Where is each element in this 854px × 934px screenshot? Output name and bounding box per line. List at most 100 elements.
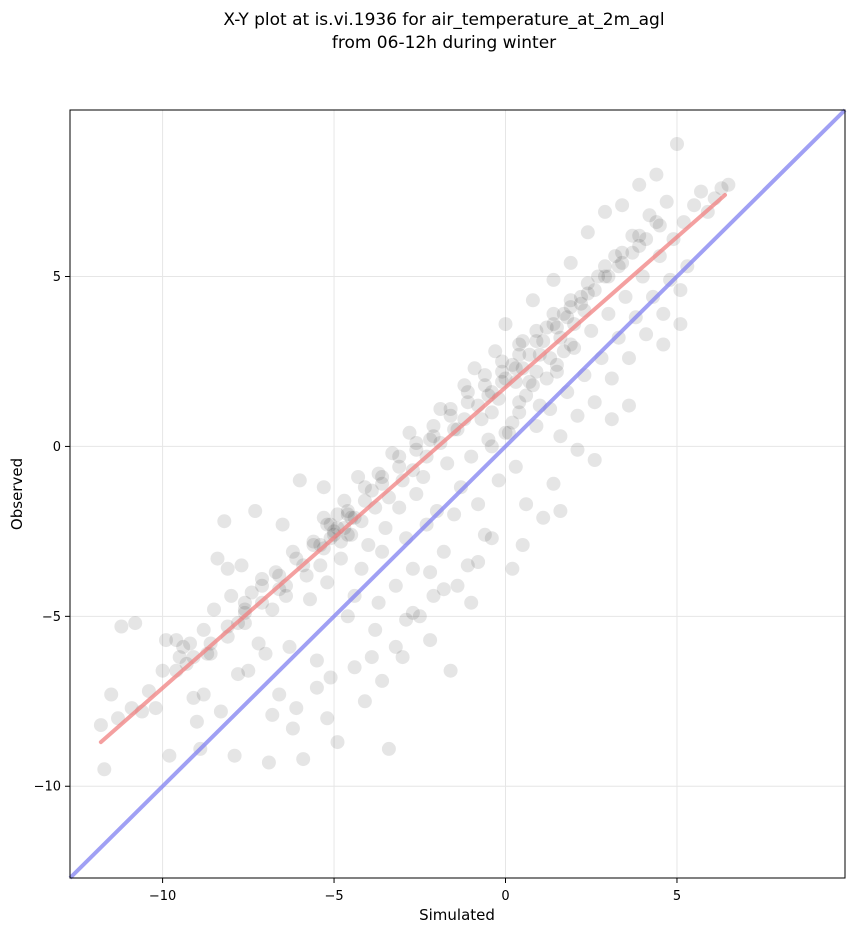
scatter-point — [601, 269, 616, 284]
scatter-point — [622, 398, 636, 413]
scatter-point — [357, 493, 372, 508]
scatter-point — [604, 371, 619, 386]
scatter-point — [498, 425, 513, 440]
scatter-point — [330, 507, 345, 522]
scatter-point — [340, 609, 355, 624]
scatter-point — [632, 238, 647, 253]
scatter-point — [409, 436, 424, 450]
scatter-point — [357, 694, 372, 709]
scatter-point — [525, 293, 540, 308]
scatter-point — [255, 572, 269, 586]
scatter-point — [285, 544, 300, 559]
scatter-point — [333, 551, 348, 566]
scatter-point — [371, 466, 386, 481]
scatter-point — [471, 497, 486, 512]
scatter-point — [261, 755, 276, 770]
scatter-point — [368, 622, 383, 637]
scatter-point — [426, 429, 441, 444]
scatter-point — [591, 269, 606, 284]
scatter-point — [642, 208, 657, 223]
scatter-point — [453, 480, 468, 495]
scatter-point — [598, 204, 612, 219]
scatter-point — [426, 588, 441, 603]
x-tick-label: 5 — [673, 889, 681, 904]
scatter-point — [598, 259, 612, 274]
scatter-point — [639, 327, 654, 342]
scatter-point — [375, 544, 390, 559]
scatter-point — [611, 259, 626, 274]
scatter-point — [587, 395, 602, 410]
scatter-point — [580, 286, 595, 301]
scatter-point — [323, 517, 338, 532]
scatter-point — [323, 670, 338, 685]
scatter-point — [275, 517, 290, 532]
scatter-point — [337, 493, 352, 508]
scatter-point — [429, 504, 444, 518]
scatter-point — [340, 504, 355, 518]
scatter-point — [289, 701, 304, 716]
scatter-point — [481, 432, 496, 447]
scatter-point — [632, 228, 647, 243]
scatter-point — [412, 609, 427, 624]
scatter-point — [484, 531, 499, 546]
scatter-point — [556, 344, 571, 359]
scatter-point — [546, 476, 561, 491]
scatter-point — [567, 340, 582, 355]
scatter-point — [251, 636, 266, 651]
y-tick-label: −5 — [42, 610, 61, 625]
scatter-point — [268, 565, 283, 580]
scatter-point — [248, 504, 263, 518]
scatter-point — [512, 405, 527, 420]
scatter-point — [227, 748, 242, 763]
scatter-point — [652, 218, 667, 233]
scatter-point — [615, 255, 630, 270]
scatter-point — [210, 551, 225, 566]
scatter-point — [148, 701, 163, 716]
scatter-point — [529, 419, 544, 433]
scatter-point — [347, 660, 362, 675]
scatter-point — [457, 378, 472, 393]
scatter-point — [361, 538, 376, 552]
scatter-point — [320, 711, 335, 726]
scatter-point — [601, 306, 616, 321]
scatter-point — [714, 181, 729, 196]
scatter-point — [97, 762, 112, 777]
y-axis-ticks: −10 −5 0 5 — [34, 270, 70, 795]
scatter-point — [539, 320, 554, 335]
scatter-point — [515, 334, 530, 349]
scatter-point — [598, 269, 612, 284]
scatter-point — [460, 395, 475, 410]
scatter-point — [443, 402, 458, 416]
scatter-point — [474, 412, 489, 427]
regression-line — [98, 192, 727, 745]
scatter-point — [604, 412, 619, 427]
scatter-point — [405, 605, 420, 620]
scatter-point — [402, 425, 417, 440]
scatter-point — [556, 306, 571, 321]
scatter-point — [649, 215, 664, 230]
scatter-point — [622, 351, 636, 366]
scatter-point — [625, 228, 640, 243]
scatter-point — [635, 269, 650, 284]
scatter-point — [364, 483, 379, 498]
scatter-point — [467, 361, 482, 376]
scatter-point — [93, 718, 108, 733]
scatter-point — [477, 378, 492, 393]
scatter-point — [670, 137, 684, 151]
scatter-point — [563, 293, 578, 308]
scatter-point — [155, 663, 170, 678]
scatter-point — [309, 680, 324, 695]
scatter-point — [279, 588, 293, 603]
scatter-point — [488, 344, 503, 359]
scatter-point — [316, 510, 331, 525]
scatter-point — [392, 500, 407, 515]
scatter-point — [375, 673, 390, 688]
scatter-point — [333, 534, 348, 549]
scatter-point — [460, 558, 475, 573]
scatter-point — [186, 650, 201, 665]
scatter-point — [313, 558, 328, 573]
scatter-point — [104, 687, 119, 702]
scatter-point — [563, 337, 578, 352]
scatter-point — [351, 470, 366, 484]
scatter-point — [570, 408, 585, 423]
